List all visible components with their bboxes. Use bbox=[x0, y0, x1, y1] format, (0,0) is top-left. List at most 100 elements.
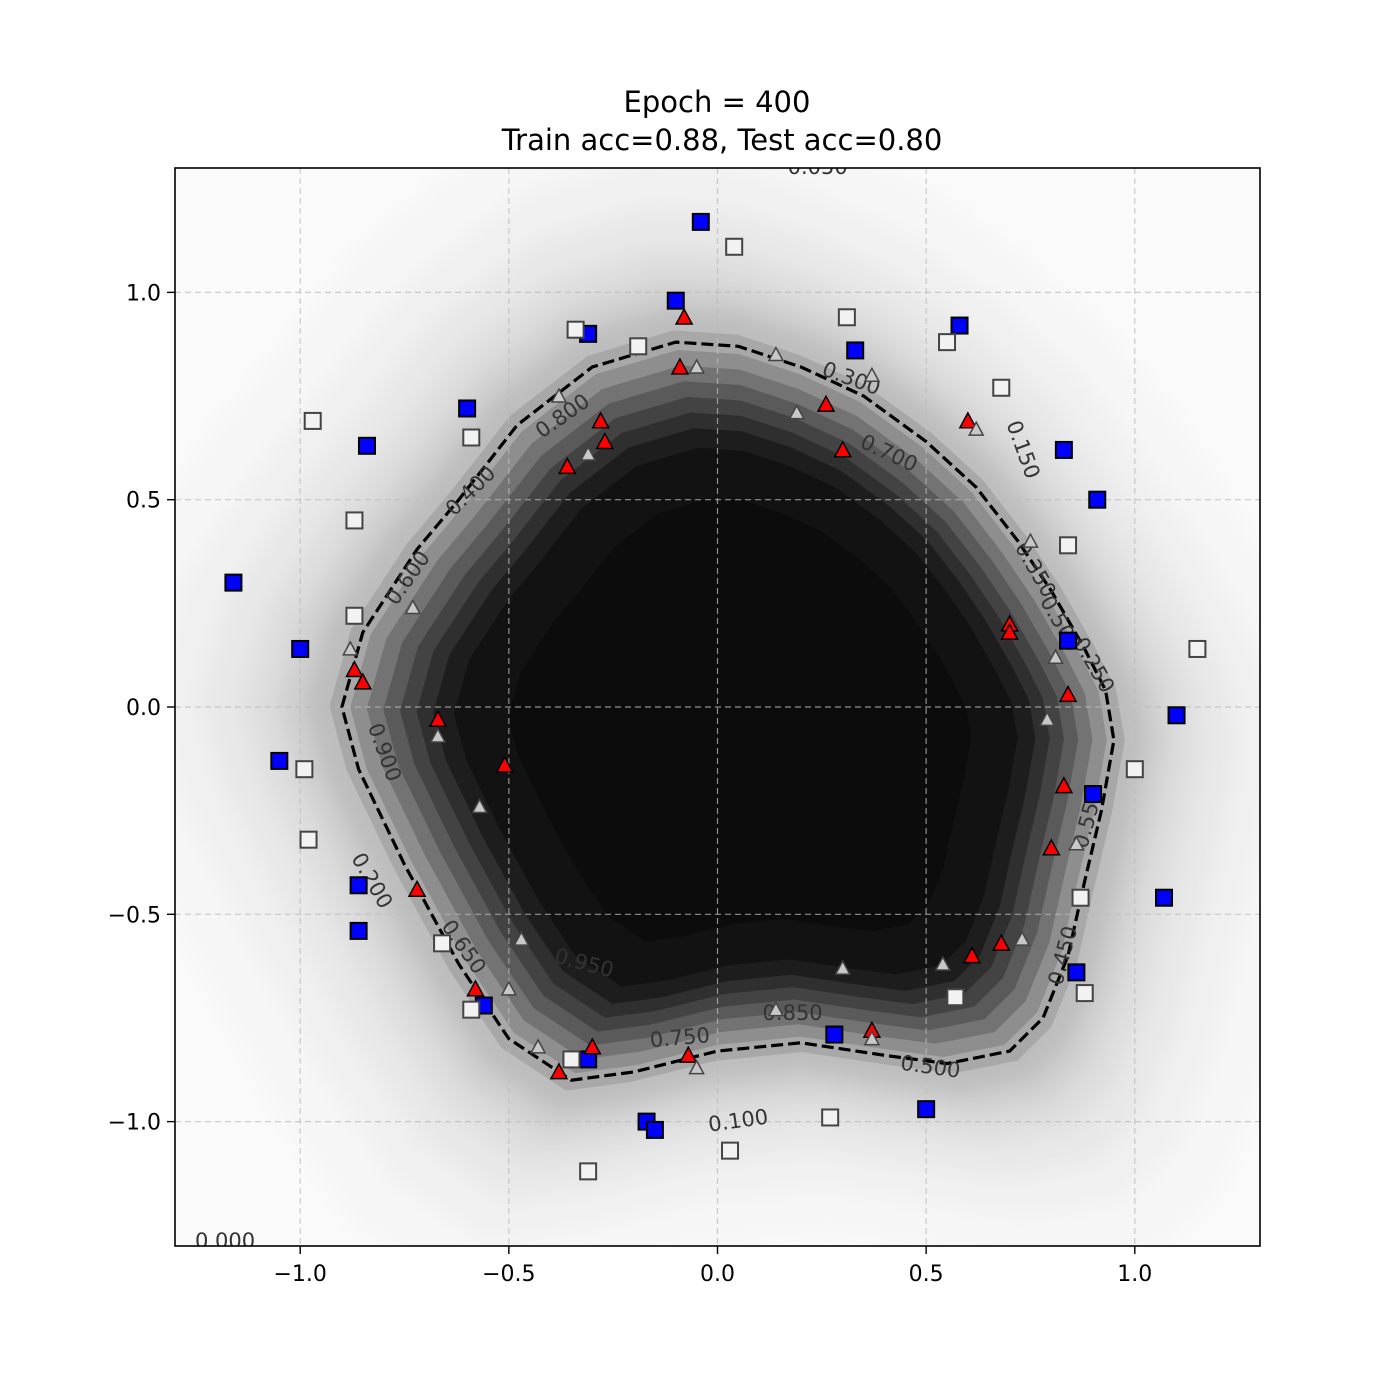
square-train-point bbox=[458, 399, 477, 418]
triangle-test-point bbox=[788, 404, 806, 420]
x-tick-label: 1.0 bbox=[1117, 1262, 1152, 1287]
square-test-point bbox=[299, 830, 318, 849]
triangle-train-point bbox=[1000, 622, 1019, 640]
data-points bbox=[224, 212, 1207, 1181]
square-train-point bbox=[357, 436, 376, 455]
square-test-point bbox=[433, 934, 452, 953]
triangle-train-point bbox=[833, 440, 852, 458]
triangle-test-point bbox=[471, 797, 488, 814]
square-train-point bbox=[1059, 631, 1078, 650]
chart-title: Epoch = 400 bbox=[624, 85, 811, 119]
square-test-point bbox=[721, 1141, 740, 1160]
square-test-point bbox=[1188, 639, 1207, 658]
y-tick-label: 0.5 bbox=[126, 489, 161, 514]
triangle-train-point bbox=[549, 1062, 569, 1080]
triangle-train-point bbox=[591, 411, 610, 429]
square-train-point bbox=[291, 639, 310, 658]
square-train-point bbox=[1155, 888, 1174, 907]
x-tick-label: 0.5 bbox=[909, 1262, 944, 1287]
y-tick-label: 0.0 bbox=[126, 696, 161, 721]
square-train-point bbox=[846, 341, 865, 360]
triangle-train-point bbox=[1054, 776, 1074, 794]
triangle-test-point bbox=[500, 980, 518, 996]
triangle-test-point bbox=[1038, 710, 1056, 727]
square-test-point bbox=[992, 378, 1011, 397]
decision-boundary-line bbox=[340, 340, 1116, 1082]
square-train-point bbox=[1167, 706, 1186, 725]
square-test-point bbox=[1125, 760, 1144, 779]
triangle-train-point bbox=[1058, 684, 1078, 703]
square-test-point bbox=[345, 606, 364, 625]
square-test-point bbox=[1075, 984, 1094, 1003]
square-train-point bbox=[1067, 963, 1086, 982]
triangle-test-point bbox=[967, 420, 985, 436]
square-train-point bbox=[1084, 785, 1103, 804]
triangle-train-point bbox=[816, 394, 836, 412]
square-test-point bbox=[462, 1000, 481, 1019]
triangle-train-point bbox=[428, 709, 448, 727]
triangle-train-point bbox=[992, 933, 1011, 951]
square-test-point bbox=[938, 333, 957, 352]
triangle-train-point bbox=[345, 660, 364, 678]
square-train-point bbox=[917, 1100, 936, 1119]
y-tick-label: −0.5 bbox=[108, 903, 161, 928]
triangle-train-point bbox=[595, 432, 615, 450]
triangle-train-point bbox=[353, 672, 373, 690]
square-train-point bbox=[1088, 490, 1107, 509]
triangle-train-point bbox=[495, 755, 514, 773]
triangle-test-point bbox=[579, 445, 597, 461]
triangle-train-point bbox=[962, 946, 982, 964]
square-test-point bbox=[1059, 536, 1078, 555]
square-test-point bbox=[562, 1050, 581, 1069]
square-test-point bbox=[629, 337, 648, 356]
square-train-point bbox=[270, 751, 289, 770]
triangle-test-point bbox=[529, 1038, 547, 1054]
triangle-test-point bbox=[863, 366, 881, 383]
square-test-point bbox=[725, 237, 744, 256]
contour-label: 0.750 bbox=[649, 1023, 711, 1052]
x-tick-label: −1.0 bbox=[273, 1262, 326, 1287]
x-tick-label: −0.5 bbox=[482, 1262, 535, 1287]
triangle-test-point bbox=[1068, 835, 1085, 851]
square-train-point bbox=[224, 573, 243, 592]
triangle-test-point bbox=[934, 955, 952, 971]
square-train-point bbox=[691, 212, 710, 231]
triangle-test-point bbox=[863, 1030, 881, 1046]
square-test-point bbox=[345, 511, 364, 530]
contour-label: 0.000 bbox=[195, 1229, 255, 1253]
square-train-point bbox=[349, 921, 368, 940]
triangle-train-point bbox=[407, 879, 427, 897]
square-test-point bbox=[566, 320, 585, 339]
square-test-point bbox=[462, 428, 481, 447]
contour-band bbox=[507, 498, 972, 942]
triangle-test-point bbox=[834, 959, 851, 975]
contour-label: 0.050 bbox=[788, 155, 848, 179]
x-tick-label: 0.0 bbox=[700, 1262, 735, 1287]
triangle-test-point bbox=[550, 387, 568, 403]
square-train-point bbox=[950, 316, 969, 335]
triangle-train-point bbox=[670, 357, 690, 375]
grid bbox=[175, 168, 1260, 1246]
triangle-test-point bbox=[513, 930, 530, 946]
square-test-point bbox=[295, 760, 314, 779]
y-tick-label: −1.0 bbox=[108, 1111, 161, 1136]
chart-subtitle: Train acc=0.88, Test acc=0.80 bbox=[501, 123, 943, 157]
triangle-test-point bbox=[767, 345, 785, 362]
decision-boundary bbox=[340, 340, 1116, 1082]
square-train-point bbox=[666, 291, 685, 310]
triangle-train-point bbox=[1042, 838, 1061, 856]
square-test-point bbox=[821, 1108, 840, 1127]
triangle-test-point bbox=[1013, 930, 1031, 946]
triangle-test-point bbox=[429, 727, 447, 743]
square-train-point bbox=[645, 1120, 664, 1139]
triangle-test-point bbox=[404, 598, 422, 615]
triangle-test-point bbox=[767, 1001, 785, 1017]
axes: −1.0 −0.5 0.0 0.5 1.0 1.0 0.5 0.0 −0.5 −1.0 bbox=[108, 281, 1153, 1287]
triangle-test-point bbox=[688, 1059, 705, 1075]
square-test-point bbox=[303, 411, 322, 430]
square-test-point bbox=[1071, 888, 1090, 907]
triangle-test-point bbox=[342, 640, 359, 656]
triangle-test-point bbox=[688, 358, 705, 374]
